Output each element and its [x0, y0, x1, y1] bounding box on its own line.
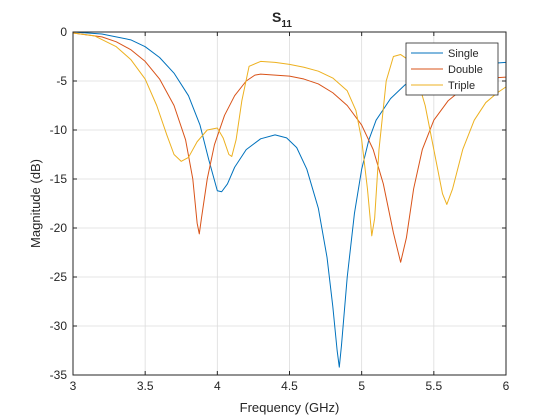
x-tick-label: 5 [358, 379, 365, 393]
x-tick-label: 6 [503, 379, 510, 393]
y-axis-label: Magnitude (dB) [28, 159, 43, 248]
y-tick-label: -30 [50, 319, 68, 333]
y-tick-label: -15 [50, 172, 68, 186]
x-tick-label: 4.5 [281, 379, 298, 393]
y-tick-label: -35 [50, 368, 68, 382]
legend-label-single: Single [448, 48, 479, 60]
legend-label-triple: Triple [448, 80, 475, 92]
y-tick-label: -5 [56, 74, 67, 88]
y-tick-label: -25 [50, 270, 68, 284]
x-tick-label: 5.5 [425, 379, 442, 393]
legend: Single Double Triple [405, 42, 499, 96]
series-line-triple [72, 32, 507, 237]
chart-title: S11 [272, 9, 292, 30]
chart-title-main: S [272, 9, 281, 25]
y-tick-label: -20 [50, 221, 68, 235]
x-tick-label: 3 [70, 379, 77, 393]
x-axis-label: Frequency (GHz) [240, 400, 340, 415]
axis-ticks: 3 3.5 4 4.5 5 5.5 6 0 -5 -10 -15 -20 -25 -30 -35 [50, 25, 510, 393]
legend-label-double: Double [448, 64, 483, 76]
series-line-double [72, 32, 507, 263]
y-tick-label: 0 [60, 25, 67, 39]
x-tick-label: 4 [214, 379, 221, 393]
x-tick-label: 3.5 [137, 379, 154, 393]
chart-title-subscript: 11 [281, 19, 292, 30]
y-tick-label: -10 [50, 123, 68, 137]
